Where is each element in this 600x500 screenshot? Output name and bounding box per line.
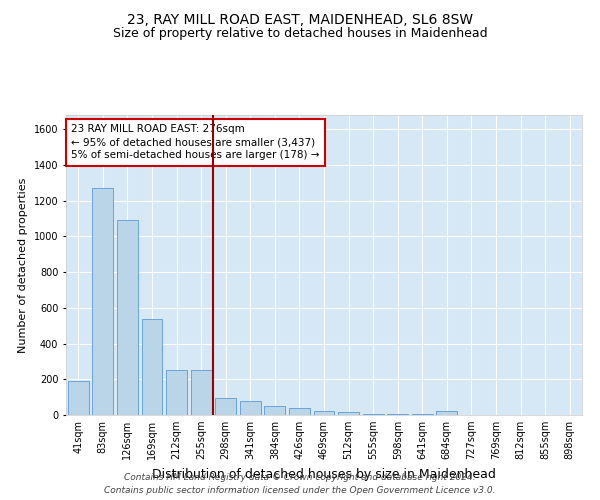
Bar: [412, 414, 433, 415]
Bar: [436, 412, 457, 415]
Bar: [265, 406, 286, 415]
Text: Contains HM Land Registry data © Crown copyright and database right 2024.
Contai: Contains HM Land Registry data © Crown c…: [104, 474, 496, 495]
Bar: [362, 414, 383, 415]
Text: Size of property relative to detached houses in Maidenhead: Size of property relative to detached ho…: [113, 28, 487, 40]
Bar: [338, 412, 359, 415]
Bar: [166, 370, 187, 415]
Bar: [289, 408, 310, 415]
Text: 23 RAY MILL ROAD EAST: 276sqm
← 95% of detached houses are smaller (3,437)
5% of: 23 RAY MILL ROAD EAST: 276sqm ← 95% of d…: [71, 124, 320, 160]
Bar: [117, 220, 138, 415]
Bar: [387, 414, 408, 415]
Bar: [92, 188, 113, 415]
Bar: [314, 412, 334, 415]
Bar: [240, 400, 261, 415]
Bar: [142, 318, 163, 415]
Bar: [191, 370, 212, 415]
Bar: [215, 398, 236, 415]
Bar: [68, 380, 89, 415]
Text: 23, RAY MILL ROAD EAST, MAIDENHEAD, SL6 8SW: 23, RAY MILL ROAD EAST, MAIDENHEAD, SL6 …: [127, 12, 473, 26]
X-axis label: Distribution of detached houses by size in Maidenhead: Distribution of detached houses by size …: [152, 468, 496, 480]
Y-axis label: Number of detached properties: Number of detached properties: [18, 178, 28, 352]
